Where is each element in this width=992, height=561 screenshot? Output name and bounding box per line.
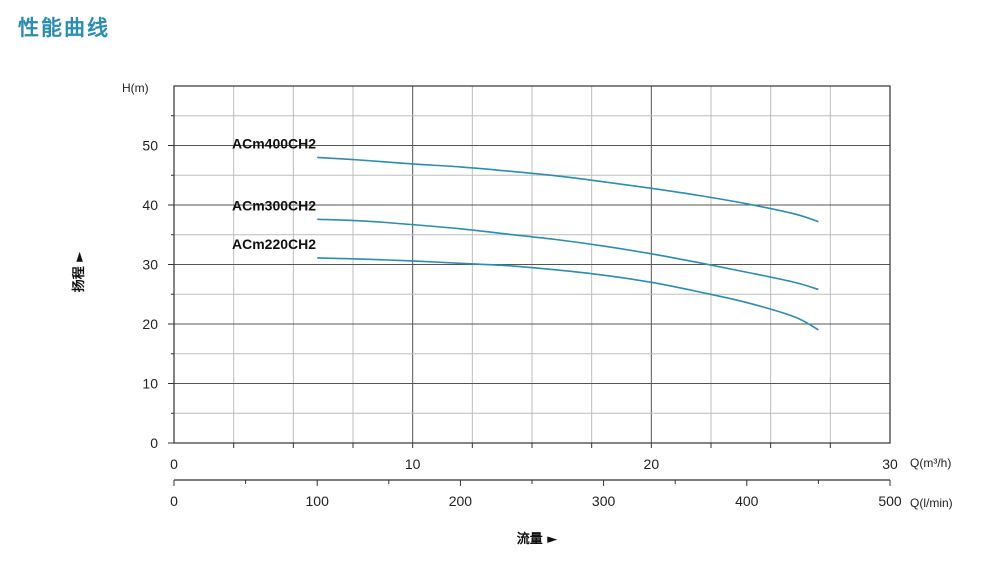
data-point-acm220ch2 <box>603 274 605 276</box>
y-axis-title: 扬程 ► <box>71 252 87 293</box>
y-unit-label: H(m) <box>122 81 149 95</box>
curve-acm220ch2 <box>317 257 819 331</box>
x2-tick-label: 100 <box>306 493 330 509</box>
x1-tick-label: 10 <box>405 456 421 472</box>
data-point-acm220ch2 <box>818 329 820 331</box>
data-point-acm400ch2 <box>698 195 700 197</box>
x1-unit-label: Q(m³/h) <box>910 456 951 470</box>
x2-tick-label: 0 <box>170 493 178 509</box>
data-point-acm300ch2 <box>794 282 796 284</box>
x2-tick-label: 300 <box>592 493 616 509</box>
y-tick-label: 0 <box>150 435 158 451</box>
y-tick-label: 10 <box>142 376 158 392</box>
curve-acm400ch2 <box>317 156 819 223</box>
x1-tick-label: 30 <box>882 456 898 472</box>
data-point-acm220ch2 <box>698 291 700 293</box>
data-point-acm220ch2 <box>316 257 318 259</box>
x2-tick-label: 200 <box>449 493 473 509</box>
data-point-acm300ch2 <box>555 239 557 241</box>
y-tick-label: 50 <box>142 138 158 154</box>
data-point-acm220ch2 <box>460 263 462 265</box>
y-tick-label: 20 <box>142 316 158 332</box>
data-point-acm220ch2 <box>555 269 557 271</box>
data-point-acm400ch2 <box>316 157 318 159</box>
data-point-acm300ch2 <box>651 253 653 255</box>
data-point-acm300ch2 <box>746 271 748 273</box>
data-point-acm300ch2 <box>460 228 462 230</box>
page-title: 性能曲线 <box>18 16 110 40</box>
data-point-acm300ch2 <box>818 289 820 291</box>
data-point-acm400ch2 <box>460 166 462 168</box>
x1-tick-label: 0 <box>170 456 178 472</box>
chart-axes <box>168 85 891 486</box>
data-point-acm400ch2 <box>603 181 605 183</box>
data-point-acm400ch2 <box>364 160 366 162</box>
x2-tick-label: 400 <box>735 493 759 509</box>
data-point-acm220ch2 <box>412 260 414 262</box>
data-point-acm300ch2 <box>316 218 318 220</box>
chart-grid <box>174 86 890 443</box>
data-point-acm300ch2 <box>364 220 366 222</box>
y-tick-label: 30 <box>142 257 158 273</box>
data-point-acm400ch2 <box>507 170 509 172</box>
curve-acm300ch2 <box>317 218 819 291</box>
data-point-acm400ch2 <box>555 175 557 177</box>
series-label-acm220ch2: ACm220CH2 <box>232 236 316 252</box>
data-point-acm300ch2 <box>507 233 509 235</box>
data-point-acm300ch2 <box>412 224 414 226</box>
data-point-acm400ch2 <box>794 213 796 215</box>
x2-unit-label: Q(l/min) <box>910 496 953 510</box>
x1-tick-label: 20 <box>644 456 660 472</box>
data-point-acm400ch2 <box>818 221 820 223</box>
data-point-acm400ch2 <box>412 163 414 165</box>
series-label-acm300ch2: ACm300CH2 <box>232 197 316 213</box>
data-point-acm220ch2 <box>364 258 366 260</box>
data-point-acm300ch2 <box>603 245 605 247</box>
data-point-acm220ch2 <box>746 302 748 304</box>
x-axis-title: 流量 ► <box>517 531 558 547</box>
data-point-acm400ch2 <box>651 188 653 190</box>
data-point-acm400ch2 <box>746 203 748 205</box>
data-point-acm220ch2 <box>507 265 509 267</box>
data-point-acm220ch2 <box>794 316 796 318</box>
x2-tick-label: 500 <box>878 493 902 509</box>
data-point-acm300ch2 <box>698 262 700 264</box>
series-label-acm400ch2: ACm400CH2 <box>232 135 316 151</box>
data-point-acm220ch2 <box>651 282 653 284</box>
y-tick-label: 40 <box>142 197 158 213</box>
chart-curves <box>316 156 820 331</box>
